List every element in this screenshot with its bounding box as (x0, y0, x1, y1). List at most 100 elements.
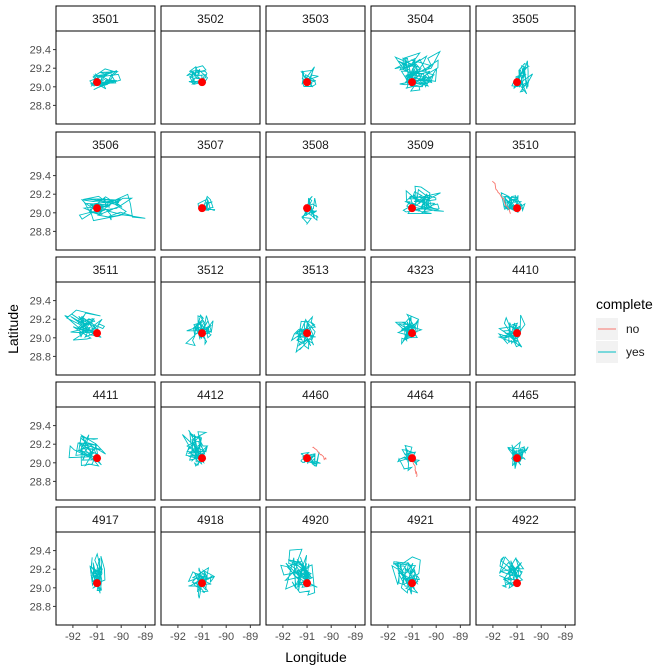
panel-border (265, 406, 366, 501)
x-tick-label: -91 (89, 631, 105, 643)
facet-panel-3510: 3510 (475, 131, 576, 251)
panel-border (265, 281, 366, 376)
track-line (511, 60, 533, 95)
facet-strip (265, 256, 366, 283)
y-tick-label: 28.8 (30, 476, 51, 488)
facet-strip (160, 256, 261, 283)
facet-panel-3513: 3513 (265, 256, 366, 376)
panel-border (475, 531, 576, 626)
x-tick-label: -89 (347, 631, 363, 643)
panel-border (475, 406, 576, 501)
panel-border (475, 281, 576, 376)
x-tick-label: -89 (452, 631, 468, 643)
track-line (402, 185, 444, 215)
panel-border (475, 156, 576, 251)
x-tick-label: -90 (323, 631, 339, 643)
x-axis-title: Longitude (285, 649, 347, 665)
facet-panel-3503: 3503 (265, 5, 366, 125)
facet-strip (370, 381, 471, 408)
start-point (513, 454, 522, 463)
panel-border (160, 30, 261, 125)
facet-panel-3508: 3508 (265, 131, 366, 251)
facet-panel-3505: 3505 (475, 5, 576, 125)
facet-strip (265, 506, 366, 533)
panel-border (370, 531, 471, 626)
facet-panel-4922: 4922 -92 -91 -90 -89 (475, 506, 576, 643)
y-tick-label: 29.4 (30, 296, 51, 308)
facet-panel-3509: 3509 (370, 131, 471, 251)
x-tick-label: -92 (485, 631, 501, 643)
facet-panel-4460: 4460 (265, 381, 366, 501)
y-tick-label: 28.8 (30, 601, 51, 613)
start-point (93, 329, 102, 338)
track-line (394, 50, 442, 92)
x-tick-label: -90 (428, 631, 444, 643)
x-tick-label: -90 (533, 631, 549, 643)
y-tick-label: 29.2 (30, 63, 51, 75)
facet-label: 3512 (197, 263, 224, 277)
x-tick-label: -89 (242, 631, 258, 643)
facet-label: 4465 (512, 388, 539, 402)
y-tick-label: 29.4 (30, 171, 51, 183)
panel-border (370, 30, 471, 125)
track-line (290, 315, 317, 354)
facet-panel-3506: 3506 28.8 29.0 29.2 29.4 (30, 131, 156, 251)
panel-border (55, 531, 156, 626)
panel-border (160, 156, 261, 251)
facet-strip (160, 506, 261, 533)
start-point (303, 454, 312, 463)
facet-strip (370, 256, 471, 283)
facet-label: 4922 (512, 513, 539, 527)
facet-label: 4918 (197, 513, 224, 527)
start-point (303, 78, 312, 87)
track-line (391, 556, 421, 595)
track-line-incomplete (312, 446, 327, 461)
track-line (396, 444, 421, 472)
start-point (408, 329, 417, 338)
x-tick-label: -91 (194, 631, 210, 643)
facet-panel-3507: 3507 (160, 131, 261, 251)
facet-strip (55, 381, 156, 408)
panel-border (55, 281, 156, 376)
x-tick-label: -91 (404, 631, 420, 643)
start-point (513, 78, 522, 87)
track-line (394, 313, 423, 346)
facet-strip (160, 381, 261, 408)
y-tick-label: 29.0 (30, 583, 51, 595)
facet-strip (475, 381, 576, 408)
x-tick-label: -91 (299, 631, 315, 643)
y-tick-label: 29.4 (30, 421, 51, 433)
track-line (78, 193, 146, 222)
start-point (513, 579, 522, 588)
start-point (198, 204, 207, 213)
y-tick-label: 29.4 (30, 45, 51, 57)
facet-label: 3503 (302, 12, 329, 26)
y-tick-label: 29.0 (30, 208, 51, 220)
facet-label: 3509 (407, 138, 434, 152)
facet-panel-4465: 4465 (475, 381, 576, 501)
start-point (408, 579, 417, 588)
start-point (303, 204, 312, 213)
facet-panel-4920: 4920 -92 -91 -90 -89 (265, 506, 366, 643)
facet-panel-4411: 4411 28.8 29.0 29.2 29.4 (30, 381, 156, 501)
legend-label: yes (626, 345, 645, 359)
y-tick-label: 29.2 (30, 314, 51, 326)
x-tick-label: -90 (218, 631, 234, 643)
facet-label: 3510 (512, 138, 539, 152)
facet-panel-4410: 4410 (475, 256, 576, 376)
panel-border (370, 281, 471, 376)
panel-border (370, 406, 471, 501)
facet-label: 3501 (92, 12, 119, 26)
x-tick-label: -89 (137, 631, 153, 643)
track-line (89, 552, 106, 594)
facet-label: 3505 (512, 12, 539, 26)
track-line-incomplete (492, 180, 511, 214)
facet-label: 4412 (197, 388, 224, 402)
facet-strip (55, 5, 156, 32)
facet-label: 4464 (407, 388, 434, 402)
facet-strip (370, 131, 471, 158)
x-tick-label: -91 (509, 631, 525, 643)
start-point (198, 329, 207, 338)
track-line (499, 556, 525, 589)
